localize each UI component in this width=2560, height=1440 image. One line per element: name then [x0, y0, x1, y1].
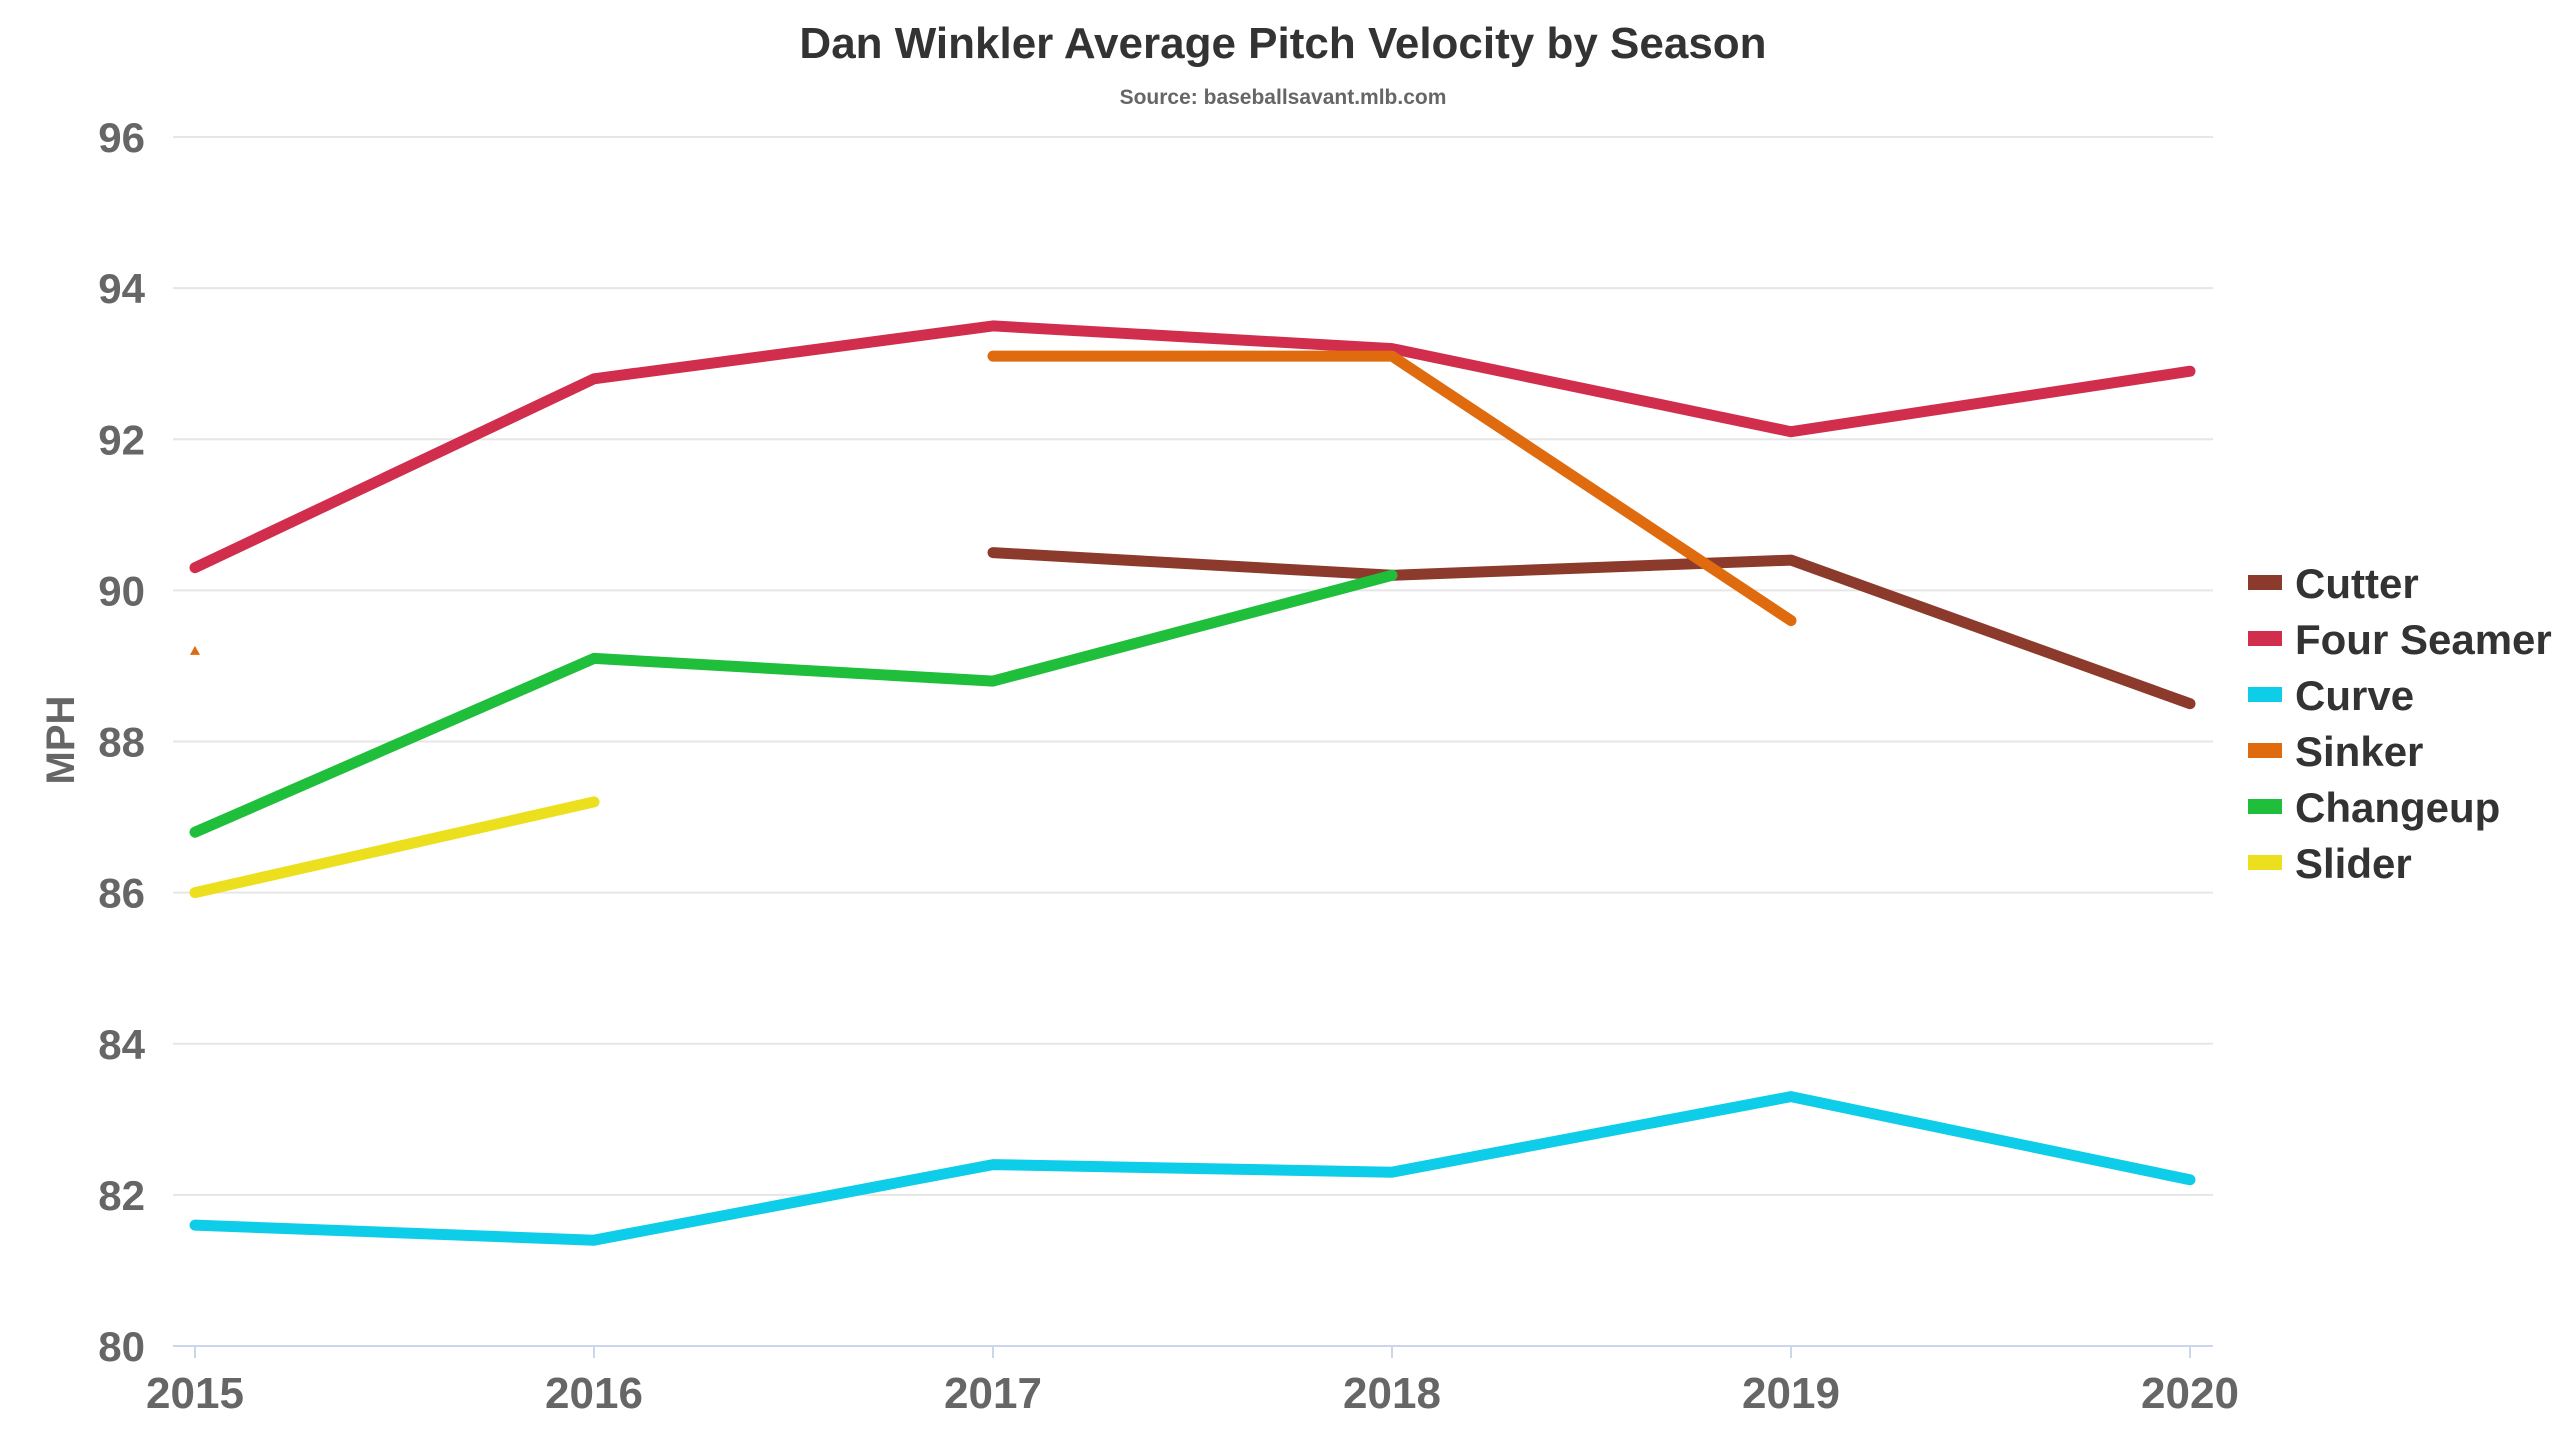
x-tick-label: 2020: [2141, 1369, 2239, 1418]
series-line[interactable]: [987, 350, 1797, 627]
y-tick-label: 92: [98, 416, 145, 463]
series-changeup[interactable]: [189, 569, 1398, 838]
y-tick-label: 80: [98, 1323, 145, 1370]
y-tick-label: 96: [98, 114, 145, 161]
series-lines: [189, 320, 2196, 1246]
x-tick-label: 2019: [1742, 1369, 1840, 1418]
chart-subtitle: Source: baseballsavant.mlb.com: [1120, 86, 1447, 109]
y-tick-label: 90: [98, 567, 145, 614]
grid-lines: [173, 136, 2213, 1347]
legend-item[interactable]: Curve: [2248, 672, 2414, 719]
legend[interactable]: Cutter Four Seamer Curve Sinker Changeup Slid…: [2248, 560, 2552, 887]
legend-swatch: [2248, 855, 2282, 870]
y-tick-label: 86: [98, 870, 145, 917]
y-axis-label: MPH: [39, 696, 83, 785]
y-tick-label: 88: [98, 719, 145, 766]
data-point[interactable]: [190, 645, 200, 655]
x-tick-label: 2016: [545, 1369, 643, 1418]
series-line[interactable]: [189, 1091, 2196, 1246]
legend-item[interactable]: Changeup: [2248, 784, 2500, 831]
series-line[interactable]: [987, 547, 2196, 710]
legend-swatch: [2248, 799, 2282, 814]
x-tick-label: 2018: [1343, 1369, 1441, 1418]
x-tick-label: 2017: [944, 1369, 1042, 1418]
series-line[interactable]: [189, 569, 1398, 838]
series-slider[interactable]: [189, 796, 600, 899]
series-line[interactable]: [189, 796, 600, 899]
legend-label: Sinker: [2295, 728, 2423, 775]
series-curve[interactable]: [189, 1091, 2196, 1246]
legend-swatch: [2248, 687, 2282, 702]
x-axis-ticks: 2015 2016 2017 2018 2019 2020: [146, 1346, 2239, 1418]
y-tick-label: 82: [98, 1172, 145, 1219]
series-cutter[interactable]: [987, 547, 2196, 710]
legend-swatch: [2248, 575, 2282, 590]
legend-label: Changeup: [2295, 784, 2500, 831]
legend-item[interactable]: Four Seamer: [2248, 616, 2552, 663]
series-four-seamer[interactable]: [189, 320, 2196, 574]
series-sinker[interactable]: [190, 350, 1797, 655]
legend-swatch: [2248, 743, 2282, 758]
legend-label: Slider: [2295, 840, 2412, 887]
legend-item[interactable]: Cutter: [2248, 560, 2419, 607]
legend-item[interactable]: Sinker: [2248, 728, 2423, 775]
legend-label: Cutter: [2295, 560, 2419, 607]
legend-item[interactable]: Slider: [2248, 840, 2412, 887]
series-line[interactable]: [189, 320, 2196, 574]
y-tick-label: 84: [98, 1021, 145, 1068]
legend-swatch: [2248, 631, 2282, 646]
x-tick-label: 2015: [146, 1369, 244, 1418]
chart-title: Dan Winkler Average Pitch Velocity by Se…: [799, 19, 1766, 68]
y-tick-label: 94: [98, 265, 145, 312]
legend-label: Four Seamer: [2295, 616, 2552, 663]
y-axis-ticks: 80 82 84 86 88 90 92 94 96: [98, 114, 145, 1370]
legend-label: Curve: [2295, 672, 2414, 719]
